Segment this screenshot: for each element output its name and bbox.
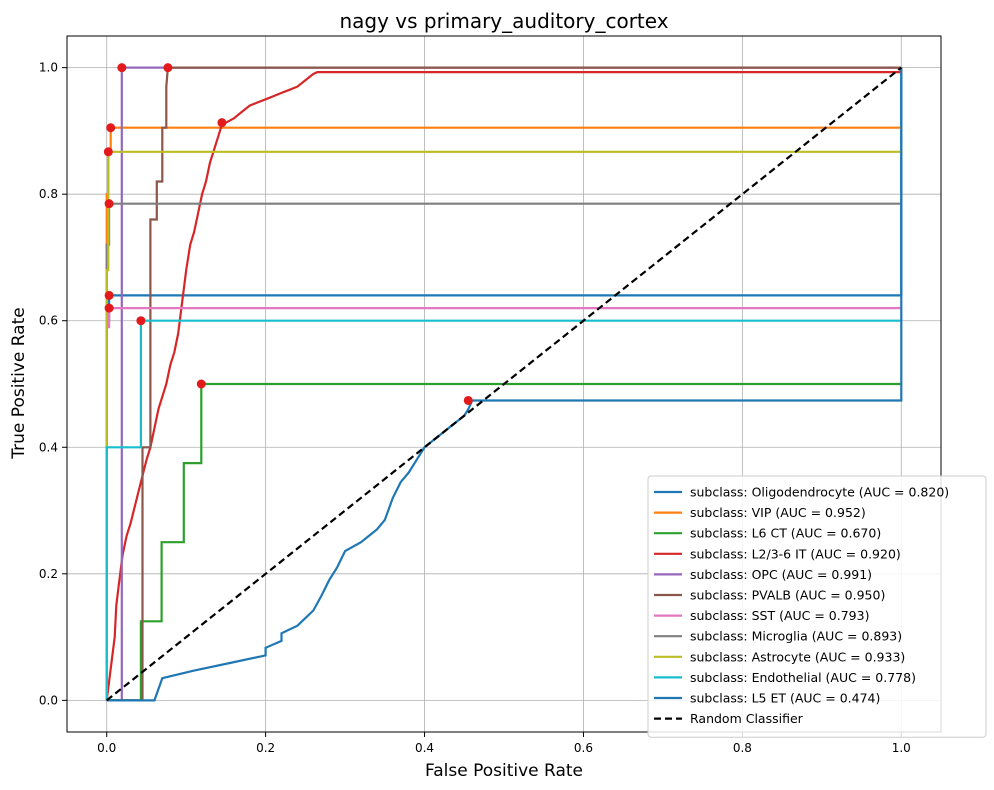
x-tick-label: 0.4 [415,741,434,755]
series-line-8 [105,150,902,701]
threshold-marker-5 [163,63,173,73]
threshold-marker-6 [104,303,114,313]
y-tick-label: 0.2 [39,567,58,581]
chart-title: nagy vs primary_auditory_cortex [339,9,668,33]
series-line-9 [105,319,902,701]
threshold-marker-7 [104,199,114,209]
y-tick-label: 0.8 [39,187,58,201]
x-tick-label: 0.6 [574,741,593,755]
threshold-marker-9 [136,316,146,326]
series-line-11 [106,66,902,702]
legend: subclass: Oligodendrocyte (AUC = 0.820) s… [647,475,987,738]
x-tick-label: 1.0 [892,741,911,755]
y-axis-label: True Positive Rate [9,307,29,459]
series-line-2 [106,382,902,702]
threshold-marker-0 [104,290,114,300]
plot-frame [66,35,942,733]
legend-entry: subclass: OPC (AUC = 0.991) [690,567,872,582]
legend-entry: subclass: VIP (AUC = 0.952) [690,505,866,520]
threshold-marker-10 [463,395,473,405]
threshold-marker-1 [106,123,116,133]
legend-entry: subclass: Astrocyte (AUC = 0.933) [690,649,905,664]
threshold-marker-3 [217,118,227,128]
x-tick-label: 0.2 [256,741,275,755]
legend-entry: subclass: PVALB (AUC = 0.950) [690,588,885,603]
y-tick-label: 0.4 [39,440,58,454]
legend-entry: subclass: L5 ET (AUC = 0.474) [690,691,880,706]
y-tick-label: 0.6 [39,314,58,328]
legend-entry: subclass: L2/3-6 IT (AUC = 0.920) [690,546,901,561]
legend-entry: subclass: L6 CT (AUC = 0.670) [690,526,881,541]
legend-entry: subclass: Endothelial (AUC = 0.778) [690,670,916,685]
threshold-marker-2 [196,379,206,389]
series-line-3 [105,67,903,701]
legend-entry: Random Classifier [690,711,804,726]
y-tick-label: 1.0 [39,61,58,75]
x-tick-label: 0.8 [733,741,752,755]
x-tick-label: 0.0 [97,741,116,755]
legend-entry: subclass: Oligodendrocyte (AUC = 0.820) [690,485,949,500]
legend-entry: subclass: Microglia (AUC = 0.893) [690,629,902,644]
y-tick-label: 0.0 [39,693,58,707]
legend-entry: subclass: SST (AUC = 0.793) [690,608,869,623]
x-axis-label: False Positive Rate [425,761,583,781]
series-markers [103,63,473,405]
threshold-marker-8 [103,147,113,157]
legend-box [647,475,987,738]
series-line-5 [106,66,902,702]
threshold-marker-4 [117,63,127,73]
